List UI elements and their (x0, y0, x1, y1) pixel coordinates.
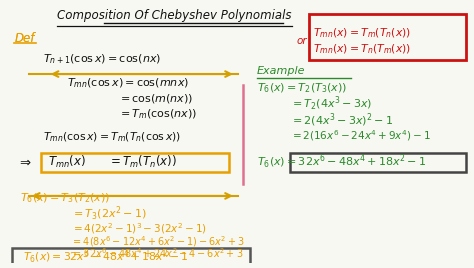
Text: $T_{mn}(\cos x) = T_m(T_n(\cos x))$: $T_{mn}(\cos x) = T_m(T_n(\cos x))$ (43, 130, 181, 144)
Text: $T_6(x) = 32x^6 - 48x^4 + 18x^2 - 1$: $T_6(x) = 32x^6 - 48x^4 + 18x^2 - 1$ (23, 248, 189, 266)
Text: $= 4(2x^2-1)^3 - 3(2x^2-1)$: $= 4(2x^2-1)^3 - 3(2x^2-1)$ (71, 221, 207, 236)
Text: $= 32x^6 - 48x^4 + 24x^2 - 4 - 6x^2 + 3$: $= 32x^6 - 48x^4 + 24x^2 - 4 - 6x^2 + 3$ (71, 247, 244, 260)
Text: Composition Of Chebyshev Polynomials: Composition Of Chebyshev Polynomials (57, 9, 292, 22)
Text: $T_{mn}(\cos x) = \cos(mnx)$: $T_{mn}(\cos x) = \cos(mnx)$ (66, 76, 189, 90)
Bar (309, 14, 466, 60)
Text: Example: Example (257, 66, 306, 76)
Text: $T_{mn}(x)\quad\quad = T_m(T_n(x))$: $T_{mn}(x)\quad\quad = T_m(T_n(x))$ (48, 154, 176, 170)
Text: $= T_m(\cos(nx))$: $= T_m(\cos(nx))$ (118, 108, 198, 121)
Text: or: or (296, 36, 307, 46)
Text: $= T_3(2x^2 - 1)$: $= T_3(2x^2 - 1)$ (71, 205, 147, 223)
Text: $= 2(4x^3-3x)^2 - 1$: $= 2(4x^3-3x)^2 - 1$ (290, 111, 393, 129)
Bar (41, 153, 229, 172)
Text: $= 2(16x^6-24x^4+9x^4)-1$: $= 2(16x^6-24x^4+9x^4)-1$ (290, 128, 431, 143)
Bar (290, 153, 466, 172)
Text: $T_{mn}(x) = T_m(T_n(x))$: $T_{mn}(x) = T_m(T_n(x))$ (312, 27, 410, 40)
Text: Def: Def (15, 32, 35, 45)
Text: $T_6(x) = T_2(T_3(x))$: $T_6(x) = T_2(T_3(x))$ (257, 82, 347, 95)
Text: $T_{mn}(x) = T_n(T_m(x))$: $T_{mn}(x) = T_n(T_m(x))$ (312, 42, 410, 56)
Text: $T_6(x)= 32x^6-48x^4+18x^2-1$: $T_6(x)= 32x^6-48x^4+18x^2-1$ (257, 153, 427, 171)
Text: $T_{n+1}(\cos x) = \cos(nx)$: $T_{n+1}(\cos x) = \cos(nx)$ (43, 53, 161, 66)
Text: $= 4(8x^6-12x^4+6x^2-1)-6x^2+3$: $= 4(8x^6-12x^4+6x^2-1)-6x^2+3$ (71, 234, 245, 249)
Text: $\Rightarrow$: $\Rightarrow$ (17, 155, 32, 168)
Text: $T_6(x) = T_3(T_2(x))$: $T_6(x) = T_3(T_2(x))$ (19, 192, 109, 205)
Bar (12, 248, 250, 265)
Text: $= T_2(4x^3 - 3x)$: $= T_2(4x^3 - 3x)$ (290, 95, 372, 113)
Text: Def: Def (15, 32, 35, 45)
Text: $= \cos(m(nx))$: $= \cos(m(nx))$ (118, 92, 193, 106)
